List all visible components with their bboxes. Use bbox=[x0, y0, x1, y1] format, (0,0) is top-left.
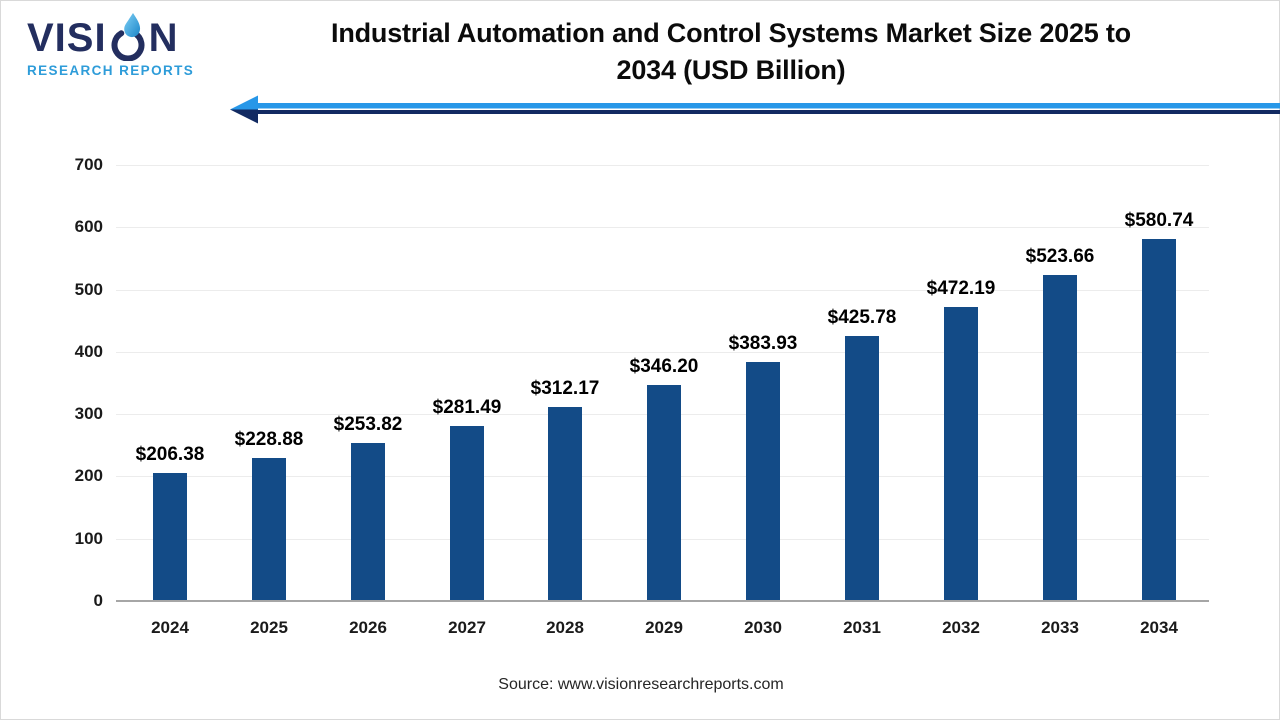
y-axis-tick-700: 700 bbox=[74, 155, 103, 174]
y-axis-tick-0: 0 bbox=[93, 591, 103, 610]
logo-brand-suffix: N bbox=[148, 16, 179, 60]
chart-title-line2: 2034 (USD Billion) bbox=[616, 55, 846, 85]
bar-value-label-2028: $312.17 bbox=[530, 377, 600, 399]
logo-brand-prefix: VISI bbox=[27, 16, 107, 60]
y-axis-tick-400: 400 bbox=[74, 342, 103, 361]
chart-title-line1: Industrial Automation and Control System… bbox=[331, 18, 1131, 48]
bar-value-label-2032: $472.19 bbox=[926, 277, 996, 299]
x-axis-label-2027: 2027 bbox=[448, 618, 486, 637]
bar-value-label-2030: $383.93 bbox=[728, 332, 798, 354]
x-axis-label-2028: 2028 bbox=[546, 618, 584, 637]
bar-value-label-2034: $580.74 bbox=[1124, 210, 1194, 232]
bar-value-label-2026: $253.82 bbox=[333, 413, 403, 435]
x-axis-label-2031: 2031 bbox=[843, 618, 881, 637]
logo-droplet-o-icon bbox=[111, 13, 145, 61]
x-axis-label-2032: 2032 bbox=[942, 618, 980, 637]
gridline-400 bbox=[116, 352, 1209, 353]
y-axis-tick-300: 300 bbox=[74, 404, 103, 423]
y-axis-tick-600: 600 bbox=[74, 217, 103, 236]
bar-2027 bbox=[450, 425, 484, 601]
x-axis-label-2026: 2026 bbox=[349, 618, 387, 637]
x-axis-label-2024: 2024 bbox=[151, 618, 189, 637]
gridline-500 bbox=[116, 290, 1209, 291]
bar-value-label-2029: $346.20 bbox=[629, 356, 699, 378]
bar-2034 bbox=[1142, 239, 1176, 601]
source-line: Source: www.visionresearchreports.com bbox=[498, 676, 784, 693]
vision-research-reports-logo: VISI N RESEARCH REPORTS bbox=[27, 13, 197, 78]
bar-2025 bbox=[252, 458, 286, 601]
y-axis-tick-100: 100 bbox=[74, 529, 103, 548]
x-axis-label-2029: 2029 bbox=[645, 618, 683, 637]
left-arrow-decoration bbox=[230, 95, 1280, 124]
bar-value-label-2033: $523.66 bbox=[1025, 245, 1095, 267]
bar-value-label-2031: $425.78 bbox=[827, 306, 897, 328]
bar-2032 bbox=[944, 306, 978, 601]
logo-tagline: RESEARCH REPORTS bbox=[27, 63, 195, 78]
x-axis-line bbox=[116, 600, 1209, 602]
x-axis-label-2025: 2025 bbox=[250, 618, 288, 637]
bar-2031 bbox=[845, 335, 879, 601]
x-axis-label-2030: 2030 bbox=[744, 618, 782, 637]
bar-value-label-2024: $206.38 bbox=[135, 443, 205, 465]
bar-value-label-2025: $228.88 bbox=[234, 429, 304, 451]
logo-brand-name: VISI N bbox=[27, 13, 197, 61]
x-axis-label-2033: 2033 bbox=[1041, 618, 1079, 637]
bar-2028 bbox=[548, 406, 582, 601]
bar-2033 bbox=[1043, 274, 1077, 601]
x-axis-label-2034: 2034 bbox=[1140, 618, 1178, 637]
gridline-700 bbox=[116, 165, 1209, 166]
bar-value-label-2027: $281.49 bbox=[432, 396, 502, 418]
bar-2029 bbox=[647, 385, 681, 601]
chart-title: Industrial Automation and Control System… bbox=[251, 15, 1211, 89]
bar-2026 bbox=[351, 442, 385, 601]
bar-2030 bbox=[746, 361, 780, 601]
plot-area: $206.38 $228.88 $253.82 $281.49 $312.17 $346.… bbox=[116, 165, 1209, 601]
y-axis-tick-200: 200 bbox=[74, 466, 103, 485]
gridline-600 bbox=[116, 227, 1209, 228]
bar-2024 bbox=[153, 472, 187, 601]
y-axis-tick-500: 500 bbox=[74, 280, 103, 299]
